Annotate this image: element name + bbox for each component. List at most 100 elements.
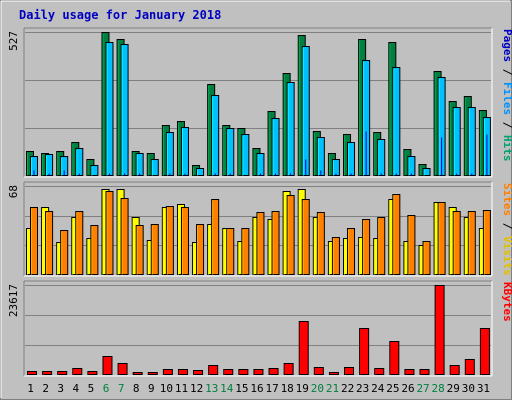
bar-pages-day-18 — [290, 173, 292, 176]
bar-pages-day-4 — [78, 173, 80, 176]
x-tick-label-day-24: 24 — [371, 382, 385, 395]
bar-sites-day-9 — [150, 224, 159, 275]
x-tick-label-day-18: 18 — [281, 382, 294, 395]
bar-pages-day-16 — [259, 173, 261, 176]
x-tick-label-day-25: 25 — [386, 382, 399, 395]
bar-pages-day-24 — [380, 173, 382, 176]
bar-pages-day-13 — [214, 173, 216, 176]
bar-kbytes-day-28 — [434, 285, 445, 375]
bar-files-day-27 — [422, 168, 431, 176]
x-tick-label-day-11: 11 — [175, 382, 188, 395]
bar-kbytes-day-10 — [162, 369, 173, 375]
bar-sites-day-29 — [452, 211, 461, 275]
bar-pages-day-11 — [184, 173, 186, 176]
x-tick-label-day-7: 7 — [118, 382, 125, 395]
bar-kbytes-day-29 — [449, 365, 460, 375]
bar-files-day-5 — [90, 165, 99, 176]
bar-sites-day-26 — [407, 215, 416, 275]
x-tick-label-day-1: 1 — [27, 382, 34, 395]
axis-label-files: Files — [501, 82, 512, 115]
x-tick-label-day-6: 6 — [103, 382, 110, 395]
x-tick-label-day-23: 23 — [356, 382, 369, 395]
bar-pages-day-10 — [169, 173, 171, 176]
bar-pages-day-21 — [335, 173, 337, 176]
x-tick-label-day-27: 27 — [416, 382, 429, 395]
bar-sites-day-4 — [75, 211, 84, 275]
bar-sites-day-18 — [286, 195, 295, 275]
x-tick-label-day-19: 19 — [296, 382, 309, 395]
bar-kbytes-day-17 — [268, 368, 279, 375]
bar-kbytes-day-3 — [57, 371, 68, 375]
panel-bottom: 23617 KBytes — [7, 280, 512, 377]
y-axis-max-label: 527 — [7, 31, 20, 51]
bar-sites-day-31 — [482, 210, 491, 275]
bar-pages-day-26 — [410, 173, 412, 176]
x-tick-label-day-15: 15 — [235, 382, 248, 395]
axis-label-sites: Sites — [501, 183, 512, 216]
bar-sites-day-10 — [165, 206, 174, 275]
bar-sites-day-7 — [120, 198, 129, 275]
bar-pages-day-1 — [33, 170, 35, 176]
bar-sites-day-12 — [196, 224, 205, 275]
bar-files-day-9 — [150, 159, 159, 176]
x-tick-label-day-16: 16 — [250, 382, 263, 395]
bar-pages-day-2 — [48, 173, 50, 176]
axis-label-kbytes: KBytes — [501, 282, 512, 322]
x-tick-label-day-28: 28 — [432, 382, 445, 395]
bar-pages-day-19 — [305, 159, 307, 176]
panel-top: 527 Pages / Files / Hits — [7, 27, 512, 178]
bar-sites-day-5 — [90, 225, 99, 275]
y-axis-max-label: 68 — [7, 185, 20, 198]
series-axis-label: Sites / Visits — [501, 183, 512, 276]
bar-pages-day-7 — [124, 173, 126, 176]
bar-kbytes-day-1 — [27, 371, 37, 375]
panel-background — [24, 281, 492, 376]
x-tick-label-day-8: 8 — [133, 382, 140, 395]
x-tick-label-day-3: 3 — [57, 382, 64, 395]
bar-kbytes-day-20 — [313, 367, 324, 375]
x-tick-label-day-22: 22 — [341, 382, 354, 395]
axis-label-separator: / — [501, 115, 512, 135]
bar-kbytes-day-15 — [238, 369, 249, 375]
bar-kbytes-day-12 — [193, 370, 204, 375]
bar-kbytes-day-24 — [374, 368, 385, 375]
bar-files-day-12 — [196, 168, 205, 176]
bar-kbytes-day-11 — [177, 369, 188, 375]
bar-kbytes-day-21 — [328, 372, 339, 375]
x-tick-label-day-20: 20 — [311, 382, 324, 395]
x-tick-label-day-13: 13 — [205, 382, 218, 395]
bar-kbytes-day-14 — [223, 369, 234, 375]
x-tick-label-day-5: 5 — [88, 382, 95, 395]
bar-pages-day-14 — [229, 173, 231, 176]
bar-sites-day-21 — [331, 237, 340, 275]
x-tick-label-day-29: 29 — [447, 382, 460, 395]
bar-pages-day-20 — [320, 170, 322, 176]
bar-sites-day-6 — [105, 191, 114, 275]
bar-pages-day-31 — [486, 134, 488, 176]
x-tick-label-day-2: 2 — [42, 382, 49, 395]
bar-sites-day-3 — [60, 230, 69, 275]
bar-pages-day-25 — [395, 173, 397, 176]
bar-kbytes-day-18 — [283, 363, 294, 375]
x-tick-label-day-4: 4 — [73, 382, 80, 395]
axis-label-separator: / — [501, 62, 512, 82]
axis-label-hits: Hits — [501, 135, 512, 162]
bar-kbytes-day-27 — [419, 369, 430, 375]
axis-label-pages: Pages — [501, 29, 512, 62]
bar-sites-day-16 — [256, 212, 265, 275]
x-tick-label-day-21: 21 — [326, 382, 339, 395]
x-tick-label-day-12: 12 — [190, 382, 203, 395]
bar-pages-day-17 — [275, 173, 277, 176]
x-tick-label-day-31: 31 — [477, 382, 490, 395]
bar-pages-day-28 — [441, 137, 443, 176]
bar-kbytes-day-9 — [147, 372, 158, 375]
bar-kbytes-day-22 — [344, 367, 355, 375]
bar-sites-day-20 — [316, 212, 325, 275]
bar-pages-day-30 — [471, 173, 473, 176]
axis-label-visits: Visits — [501, 236, 512, 276]
x-axis-labels: 1 2 3 4 5 6 7 8 9 10 11 12 13 14 15 16 17 18 19 20 21 22 23 24 2… — [27, 382, 490, 395]
axis-label-separator: / — [501, 216, 512, 236]
chart-panels: 527 Pages / Files / Hits 68 Sites / Visits 2… — [7, 27, 512, 377]
bar-pages-day-29 — [456, 173, 458, 176]
